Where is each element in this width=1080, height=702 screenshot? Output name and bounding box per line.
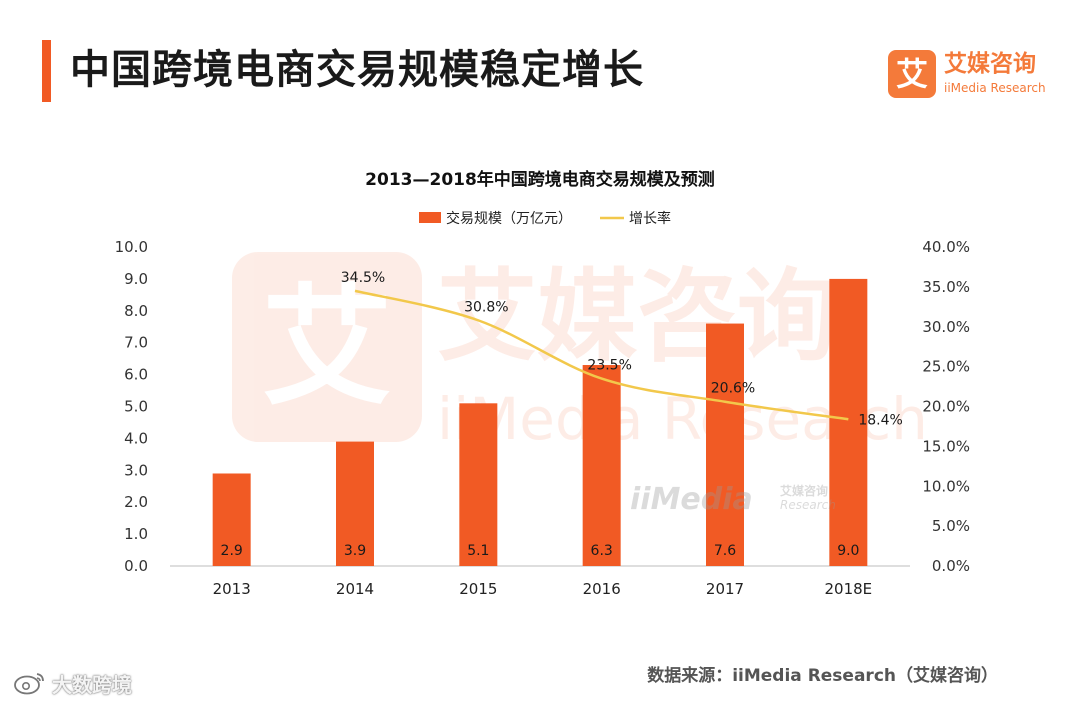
account-watermark: 大数跨境 <box>12 670 132 697</box>
page-title: 中国跨境电商交易规模稳定增长 <box>70 47 644 93</box>
line-data-label: 20.6% <box>711 381 755 397</box>
x-tick-label: 2014 <box>336 580 374 598</box>
logo-subtitle: iiMedia Research <box>944 81 1046 95</box>
logo-name: 艾媒咨询 <box>944 51 1036 77</box>
y-left-tick-label: 10.0 <box>115 238 148 256</box>
bar-data-label: 9.0 <box>837 543 859 559</box>
logo-mark-icon: 艾 <box>888 50 936 98</box>
y-right-tick-label: 30.0% <box>922 318 970 336</box>
x-tick-label: 2013 <box>213 580 251 598</box>
inline-watermark: iiMedia 艾媒咨询 Research <box>630 482 836 518</box>
y-right-tick-label: 40.0% <box>922 238 970 256</box>
y-left-tick-label: 7.0 <box>124 334 148 352</box>
x-tick-label: 2018E <box>825 580 873 598</box>
y-left-tick-label: 6.0 <box>124 366 148 384</box>
bar <box>582 365 621 566</box>
line-data-label: 23.5% <box>587 358 631 374</box>
bar <box>212 473 251 566</box>
legend-label-line: 增长率 <box>629 210 671 227</box>
weibo-icon <box>14 673 44 695</box>
y-right-tick-label: 20.0% <box>922 398 970 416</box>
brand-logo: 艾 艾媒咨询 iiMedia Research <box>888 50 1058 102</box>
bar <box>706 323 744 566</box>
inline-watermark-en: Research <box>780 498 836 512</box>
account-name: 大数跨境 <box>52 672 132 697</box>
y-left-tick-label: 5.0 <box>124 398 148 416</box>
y-left-tick-label: 8.0 <box>124 302 148 320</box>
bar-data-label: 7.6 <box>714 543 736 559</box>
line-data-label: 34.5% <box>341 270 385 286</box>
y-right-tick-label: 10.0% <box>922 477 970 495</box>
y-right-tick-label: 35.0% <box>922 278 970 296</box>
y-left-tick-label: 4.0 <box>124 429 148 447</box>
line-data-label: 18.4% <box>858 412 902 428</box>
y-left-tick-label: 1.0 <box>124 525 148 543</box>
x-tick-label: 2015 <box>459 580 497 598</box>
y-left-tick-label: 2.0 <box>124 493 148 511</box>
watermark-mark: 艾 <box>232 252 422 442</box>
line-data-label: 30.8% <box>464 299 508 315</box>
bar <box>829 278 868 566</box>
bar <box>459 403 498 566</box>
watermark-name: 艾媒咨询 <box>437 258 837 375</box>
bar-data-label: 5.1 <box>467 543 489 559</box>
chart-title: 2013—2018年中国跨境电商交易规模及预测 <box>365 170 715 190</box>
bar-data-label: 6.3 <box>591 543 613 559</box>
x-tick-label: 2017 <box>706 580 744 598</box>
x-tick-label: 2016 <box>583 580 621 598</box>
data-source-note: 数据来源：iiMedia Research（艾媒咨询） <box>647 666 998 686</box>
y-right-tick-label: 25.0% <box>922 358 970 376</box>
title-accent-bar <box>42 40 51 102</box>
y-right-tick-label: 5.0% <box>932 517 970 535</box>
growth-rate-line <box>354 289 849 421</box>
bar-data-label: 2.9 <box>221 543 243 559</box>
legend-swatch-bar <box>419 212 441 223</box>
y-left-tick-label: 3.0 <box>124 461 148 479</box>
legend-label-bar: 交易规模（万亿元） <box>446 210 572 227</box>
inline-watermark-cn: 艾媒咨询 <box>780 484 829 498</box>
y-right-tick-label: 0.0% <box>932 557 970 575</box>
bar-data-label: 3.9 <box>344 543 366 559</box>
bar <box>336 441 374 566</box>
y-right-tick-label: 15.0% <box>922 437 970 455</box>
inline-watermark-main: iiMedia <box>630 482 753 517</box>
y-left-tick-label: 0.0 <box>124 557 148 575</box>
y-left-tick-label: 9.0 <box>124 270 148 288</box>
